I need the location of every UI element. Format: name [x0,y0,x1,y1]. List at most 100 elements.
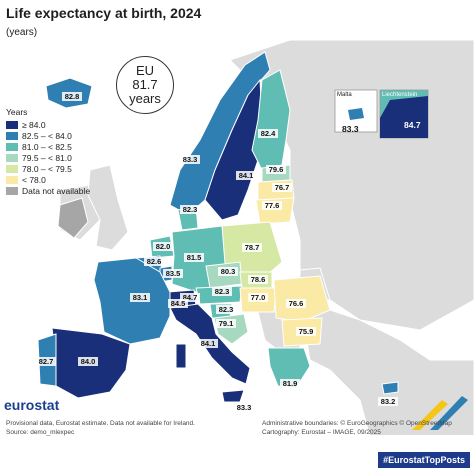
legend-label: 81.0 – < 82.5 [22,141,72,152]
value-label-switzerland: 84.7 [183,293,198,302]
value-label-bg [258,129,278,138]
legend-item: Data not available [6,185,90,196]
sardinia-region [175,343,187,369]
value-label-romania: 76.6 [289,299,304,308]
value-label-portugal: 82.7 [39,357,54,366]
legend-swatch [6,131,18,140]
legend-swatch [6,153,18,162]
value-label-bg [180,293,200,302]
ireland-region [57,197,89,239]
eu-badge-line2: 81.7 [132,77,158,92]
value-label-bg [248,275,268,284]
legend-label: ≥ 84.0 [22,119,46,130]
eu-badge-line1: EU [135,63,155,78]
malta-island [348,108,364,120]
legend-label: Data not available [22,185,91,196]
legend-item: 79.5 – < 81.0 [6,152,90,163]
map-title: Life expectancy at birth, 2024 [6,5,202,21]
eurostat-swoosh-graphic [412,400,448,430]
value-label-croatia: 79.1 [219,319,234,328]
value-label-liechtenstein: 84.5 [171,299,186,308]
value-label-bulgaria: 75.9 [299,327,314,336]
value-label-netherlands: 82.0 [156,242,171,251]
cyprus-region [381,381,399,395]
sicily-region [221,389,245,403]
legend-swatch [6,186,18,195]
value-label-bg [236,171,256,180]
value-label-bg [248,293,268,302]
legend-item: 81.0 – < 82.5 [6,141,90,152]
footer-cartography: Cartography: Eurostat – IMAGE, 09/2025 [262,429,381,436]
legend-item: < 78.0 [6,174,90,185]
value-label-greece: 81.9 [283,379,298,388]
value-label-bg [234,403,254,412]
value-label-bg [286,299,306,308]
value-label-bg [36,357,56,366]
value-label-bg [163,269,183,278]
value-label-estonia: 79.6 [269,165,284,174]
value-label-bg [198,339,218,348]
value-label-france: 83.1 [133,293,148,302]
liechtenstein-inset-label: Liechtenstein [382,92,418,98]
map-legend: Years ≥ 84.0 82.5 – < 84.0 81.0 – < 82.5 79… [6,107,90,196]
value-label-bg [184,253,204,262]
value-label-germany: 81.5 [187,253,202,262]
value-label-bg [242,243,262,252]
value-label-norway: 83.3 [183,155,198,164]
legend-label: < 78.0 [22,174,46,185]
value-label-sicily: 83.3 [237,403,252,412]
value-label-lithuania: 77.6 [265,201,280,210]
value-label-cyprus: 83.2 [381,397,396,406]
eu-badge-line3: years [129,91,161,106]
legend-swatch [6,142,18,151]
legend-label: 82.5 – < 84.0 [22,130,72,141]
value-label-italy: 84.1 [201,339,216,348]
value-label-sweden: 84.1 [239,171,254,180]
value-label-bg [180,205,200,214]
legend-label: 79.5 – < 81.0 [22,152,72,163]
value-label-bg [144,257,164,266]
liechtenstein-area [380,96,428,138]
legend-swatch [6,164,18,173]
value-label-luxembourg: 83.5 [166,269,181,278]
eurostat-logo: eurostat [4,397,60,413]
value-label-bg [280,379,300,388]
legend-label: 78.0 – < 79.5 [22,163,72,174]
value-label-austria: 82.3 [215,287,230,296]
value-labels: 82.8 83.3 84.1 82.4 79.6 76.7 77.6 82.3 82.0 82.6… [36,92,398,412]
value-label-spain: 84.0 [81,357,96,366]
legend-rows: ≥ 84.0 82.5 – < 84.0 81.0 – < 82.5 79.5 – <… [6,119,90,196]
value-label-bg [266,165,286,174]
value-label-hungary: 77.0 [251,293,266,302]
value-label-bg [378,397,398,406]
footer-admin: Administrative boundaries: © EuroGeograp… [262,420,452,427]
value-label-bg [212,287,232,296]
value-label-iceland: 82.8 [65,92,80,101]
footer-source: Source: demo_mlexpec [6,429,75,436]
legend-item: 78.0 – < 79.5 [6,163,90,174]
value-label-bg [216,305,236,314]
malta-inset-value: 83.3 [342,124,359,134]
value-label-belgium: 82.6 [147,257,162,266]
value-label-bg [168,299,188,308]
value-label-slovenia: 82.3 [219,305,234,314]
value-label-bg [153,242,173,251]
eurostat-swoosh-graphic-blue [430,396,468,430]
value-label-bg [218,267,238,276]
value-label-poland: 78.7 [245,243,260,252]
value-label-bg [78,357,98,366]
hashtag-badge: #EurostatTopPosts [378,452,470,468]
value-label-bg [296,327,316,336]
footer-note: Provisional data, Eurostat estimate. Dat… [6,420,195,427]
value-label-finland: 82.4 [261,129,276,138]
map-subtitle: (years) [6,27,38,38]
liechtenstein-inset-value: 84.7 [404,120,421,130]
value-label-denmark: 82.3 [183,205,198,214]
value-label-bg [180,155,200,164]
value-label-latvia: 76.7 [275,183,290,192]
legend-item: ≥ 84.0 [6,119,90,130]
value-label-czechia: 80.3 [221,267,236,276]
eu-average-badge: EU 81.7 years [116,56,174,114]
value-label-bg [216,319,236,328]
